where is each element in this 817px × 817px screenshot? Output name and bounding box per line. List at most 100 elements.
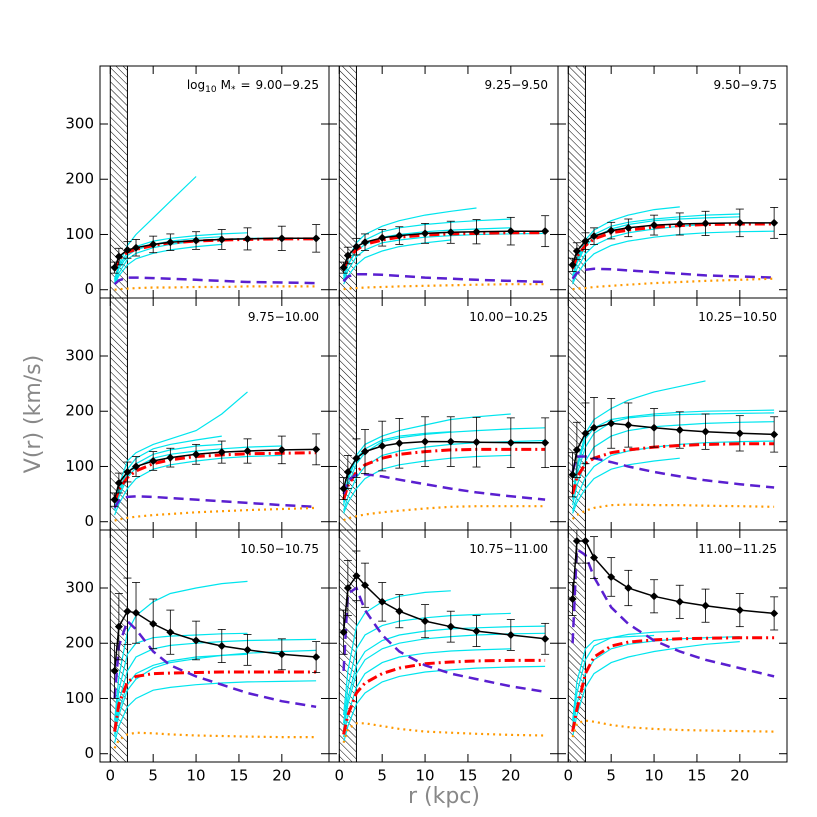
model-curve [572, 277, 775, 291]
mean-marker [572, 247, 581, 256]
model-curve [343, 239, 451, 285]
hatch-region [109, 66, 128, 298]
mean-marker [624, 421, 633, 430]
y-tick-label: 100 [65, 689, 94, 707]
model-curve [114, 285, 317, 291]
mean-marker [395, 439, 404, 448]
model-curve [114, 653, 248, 735]
mean-marker [701, 427, 710, 436]
mean-marker [277, 445, 286, 454]
mean-line [571, 222, 775, 266]
mean-marker [343, 468, 352, 476]
mean-marker [217, 642, 226, 650]
model-curve [571, 455, 775, 489]
mean-marker [472, 227, 481, 236]
mean-marker [312, 234, 321, 243]
x-tick-label: 0 [106, 767, 116, 785]
mean-marker [166, 238, 175, 247]
model-curve [571, 547, 775, 678]
mean-marker [378, 233, 387, 242]
model-curve [113, 276, 317, 286]
model-curve [342, 722, 546, 744]
panel-label: 10.25−10.50 [698, 310, 777, 324]
mean-marker [277, 650, 286, 659]
mean-marker [123, 245, 132, 254]
model-curve [114, 680, 317, 743]
x-tick-label: 0 [564, 767, 574, 785]
hatch-region [567, 298, 586, 530]
model-curve [572, 230, 775, 285]
mean-marker [624, 223, 633, 232]
mean-marker [114, 622, 123, 631]
mean-marker [343, 584, 352, 592]
mean-marker [361, 447, 370, 456]
model-curve [343, 505, 546, 522]
y-tick-label: 200 [65, 402, 94, 420]
hatch-region [567, 530, 586, 762]
mean-marker [572, 445, 581, 454]
mean-marker [243, 447, 252, 456]
hatch-region [567, 66, 586, 298]
mean-marker [472, 627, 481, 636]
model-curve [343, 590, 451, 716]
label-range: 10.50−10.75 [240, 542, 319, 556]
label-range: 9.00−9.25 [256, 78, 320, 92]
panel-label: 10.00−10.25 [469, 310, 548, 324]
y-tick-label: 0 [84, 744, 94, 762]
model-curve [113, 731, 317, 749]
x-tick-label: 5 [148, 767, 158, 785]
model-curve [343, 665, 546, 743]
label-range: 10.00−10.25 [469, 310, 548, 324]
model-curve [114, 454, 282, 516]
panel-label: 10.75−11.00 [469, 542, 548, 556]
panel-frame [99, 65, 330, 299]
model-curve [343, 227, 511, 279]
mean-marker [149, 240, 158, 249]
model-curve [343, 612, 511, 724]
model-curve [572, 630, 680, 727]
x-tick-label: 5 [606, 767, 616, 785]
panel-frame [328, 529, 559, 763]
mean-marker [770, 430, 779, 439]
panel-label: 9.25−9.50 [485, 78, 549, 92]
x-tick-label: 15 [229, 767, 248, 785]
model-curve [343, 427, 546, 506]
mean-line [342, 440, 546, 489]
panel [338, 298, 550, 530]
model-curve [114, 391, 248, 506]
mean-marker [192, 636, 201, 645]
mean-line [342, 230, 546, 268]
mean-marker [361, 238, 370, 247]
model-curve [113, 451, 317, 503]
mean-marker [352, 571, 361, 580]
model-curve [343, 625, 546, 729]
mean-marker [581, 237, 590, 246]
mean-marker [339, 628, 348, 637]
mean-marker [506, 438, 515, 447]
mean-marker [123, 468, 132, 476]
mean-marker [217, 448, 226, 457]
model-curve [114, 443, 222, 510]
model-curve [113, 670, 317, 732]
panel [567, 66, 779, 298]
mean-marker [541, 634, 550, 643]
mean-marker [217, 235, 226, 244]
model-curve [114, 243, 222, 285]
panel [338, 66, 550, 298]
mean-marker [110, 495, 119, 504]
mean-marker [568, 595, 577, 604]
mean-marker [650, 221, 659, 230]
y-tick-label: 300 [65, 579, 94, 597]
mean-marker [395, 231, 404, 240]
mean-line [113, 448, 317, 500]
panel-label: 9.75−10.00 [248, 310, 319, 324]
mean-marker [581, 429, 590, 438]
mean-marker [110, 263, 119, 272]
x-tick-label: 10 [416, 767, 435, 785]
mean-marker [446, 228, 455, 237]
hatch-region [338, 298, 357, 530]
mean-marker [701, 219, 710, 228]
model-curve [572, 641, 740, 738]
mean-marker [607, 419, 616, 428]
x-tick-label: 5 [377, 767, 387, 785]
